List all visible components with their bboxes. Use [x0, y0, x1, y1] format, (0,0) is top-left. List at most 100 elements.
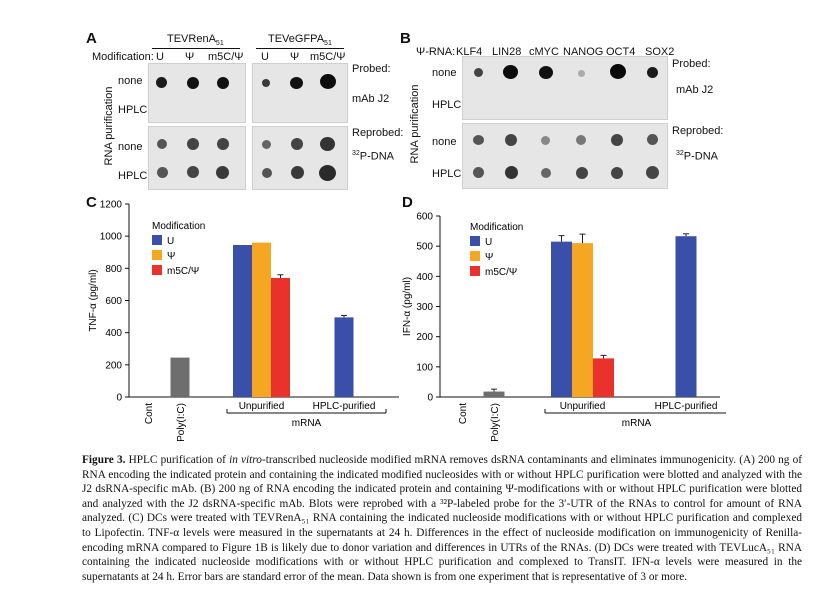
blot-dot: [157, 167, 168, 178]
panel-b-row-3: none: [432, 136, 457, 148]
y-tick-label: 200: [416, 332, 433, 343]
panel-b-gene-5: OCT4: [606, 46, 636, 58]
blot-dot: [320, 137, 335, 151]
caption-l1c: -transcribed nucleoside modified mRNA re…: [261, 454, 737, 466]
blot-dot: [541, 168, 551, 178]
y-tick-label: 300: [416, 302, 433, 313]
panel-a-mod-1: U: [156, 51, 164, 63]
legend-label: U: [167, 236, 174, 247]
panel-a-mod-3: m5C/Ψ: [208, 51, 244, 63]
construct1-name: TEVRenA: [167, 33, 216, 45]
y-tick-label: 400: [416, 272, 433, 283]
blot-dot: [647, 67, 658, 78]
blot-dot: [611, 134, 623, 146]
probe2-text: P-DNA: [359, 150, 395, 163]
panel-b-gene-6: SOX2: [645, 46, 675, 58]
blot-a-p32-left: [148, 126, 246, 190]
y-tick-label: 500: [416, 242, 433, 253]
y-tick-label: 200: [105, 360, 122, 371]
blot-dot: [505, 166, 518, 179]
probe2-sup: 32: [352, 150, 360, 157]
panel-b-gene-2: LIN28: [492, 46, 522, 58]
bar: [551, 241, 572, 397]
panel-a-probe2: 32P-DNA: [352, 150, 394, 163]
panel-a-construct1-underline: [152, 48, 240, 49]
panel-a-mod-6: m5C/Ψ: [310, 51, 346, 63]
x-category-label: Cont: [144, 403, 155, 424]
bar: [593, 358, 614, 397]
panel-c-letter: C: [86, 194, 97, 211]
blot-dot: [474, 68, 483, 77]
panel-b-probe1: mAb J2: [676, 84, 714, 96]
y-tick-label: 0: [427, 393, 433, 404]
y-tick-label: 800: [105, 264, 122, 275]
bar: [675, 236, 697, 397]
y-axis-label: TNF-α (pg/ml): [88, 269, 99, 331]
panel-a-construct2: TEVeGFPA51: [268, 33, 332, 47]
blot-dot: [291, 138, 303, 150]
blot-dot: [473, 135, 484, 145]
blot-dot: [262, 140, 271, 149]
panel-b-row-4: HPLC: [432, 168, 462, 180]
legend-swatch: [152, 265, 162, 275]
y-tick-label: 1000: [100, 232, 123, 243]
blot-dot: [290, 77, 303, 89]
panel-b-gene-4: NANOG: [563, 46, 604, 58]
blot-dot: [610, 64, 626, 79]
blot-dot: [216, 166, 229, 179]
x-category-label: Cont: [458, 403, 469, 424]
caption-body: (A) 200 ng of RNA encoding the indicated…: [82, 454, 803, 583]
blot-dot: [611, 167, 623, 179]
y-tick-label: 600: [416, 212, 433, 223]
panel-b-gene-3: cMYC: [529, 46, 559, 58]
bar: [334, 317, 354, 397]
blot-dot: [291, 166, 304, 179]
blot-dot: [503, 65, 518, 79]
panel-a-probed: Probed:: [352, 63, 391, 75]
caption-l1b: in vitro: [229, 454, 262, 466]
blot-dot: [576, 135, 586, 145]
x-category-label: Poly(I:C): [490, 403, 501, 442]
blot-dot: [539, 66, 553, 79]
blot-a-p32-right: [252, 126, 348, 190]
blot-b-p32: [462, 123, 668, 189]
blot-dot: [505, 134, 517, 146]
blot-dot: [578, 70, 585, 77]
x-group-label-unpurified: Unpurified: [239, 401, 285, 412]
legend-swatch: [470, 251, 480, 261]
y-tick-label: 0: [116, 393, 122, 404]
blot-dot: [319, 165, 336, 181]
legend-swatch: [470, 236, 480, 246]
blot-dot: [187, 138, 199, 150]
panel-a-mod-label: Modification:: [92, 51, 154, 63]
figure-caption: Figure 3. HPLC purification of in vitro-…: [82, 453, 802, 584]
panel-b-side-label: RNA purification: [409, 84, 421, 164]
panel-b-probed: Probed:: [672, 58, 711, 70]
y-tick-label: 600: [105, 296, 122, 307]
bar: [271, 277, 290, 397]
panel-d-letter: D: [402, 194, 413, 211]
blot-dot: [320, 74, 336, 89]
caption-l1a: HPLC purification of: [128, 454, 230, 466]
blot-dot: [217, 77, 229, 89]
legend-swatch: [152, 235, 162, 245]
x-group-label-unpurified: Unpurified: [560, 401, 606, 412]
blot-dot: [262, 168, 272, 178]
y-tick-label: 100: [416, 362, 433, 373]
blot-dot: [541, 136, 550, 145]
probe2-sup: 32: [676, 150, 684, 157]
legend-label: Ψ: [485, 252, 493, 263]
legend-title: Modification: [470, 222, 523, 233]
panel-b-letter: B: [400, 30, 411, 47]
panel-b-gene-1: KLF4: [456, 46, 483, 58]
legend-label: m5C/Ψ: [485, 267, 517, 278]
panel-a-mod-2: Ψ: [185, 51, 195, 63]
panel-a-row-2: HPLC: [118, 104, 148, 116]
bar: [233, 245, 252, 397]
blot-dot: [262, 79, 270, 87]
construct2-name: TEVeGFPA: [268, 33, 325, 45]
blot-a-j2-right: [252, 63, 348, 123]
panel-a-reprobed: Reprobed:: [352, 127, 404, 139]
y-axis-label: IFN-α (pg/ml): [402, 277, 413, 336]
bar: [170, 357, 190, 397]
